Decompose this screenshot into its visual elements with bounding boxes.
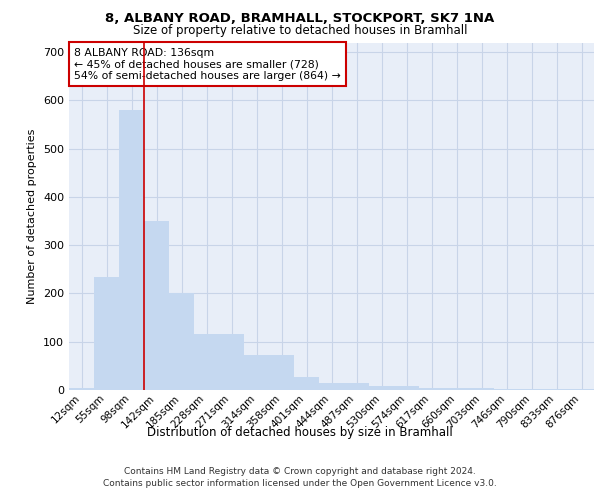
Bar [344, 383, 369, 390]
Text: 8 ALBANY ROAD: 136sqm
← 45% of detached houses are smaller (728)
54% of semi-det: 8 ALBANY ROAD: 136sqm ← 45% of detached … [74, 48, 341, 81]
Text: Size of property relative to detached houses in Bramhall: Size of property relative to detached ho… [133, 24, 467, 37]
Bar [319, 383, 344, 390]
Bar [194, 334, 219, 390]
Bar [169, 292, 194, 390]
Bar [69, 388, 94, 390]
Bar [519, 388, 544, 390]
Bar [94, 277, 119, 390]
Bar [144, 221, 169, 390]
Bar [219, 334, 244, 390]
Text: Distribution of detached houses by size in Bramhall: Distribution of detached houses by size … [147, 426, 453, 439]
Bar [419, 388, 444, 390]
Bar [369, 386, 394, 390]
Bar [269, 355, 294, 390]
Bar [569, 388, 594, 390]
Text: Contains HM Land Registry data © Crown copyright and database right 2024.: Contains HM Land Registry data © Crown c… [124, 467, 476, 476]
Text: Contains public sector information licensed under the Open Government Licence v3: Contains public sector information licen… [103, 478, 497, 488]
Bar [444, 388, 469, 390]
Bar [394, 386, 419, 390]
Bar [244, 355, 269, 390]
Y-axis label: Number of detached properties: Number of detached properties [28, 128, 37, 304]
Bar [494, 388, 519, 390]
Text: 8, ALBANY ROAD, BRAMHALL, STOCKPORT, SK7 1NA: 8, ALBANY ROAD, BRAMHALL, STOCKPORT, SK7… [106, 12, 494, 26]
Bar [294, 377, 319, 390]
Bar [119, 110, 144, 390]
Bar [469, 388, 494, 390]
Bar [544, 388, 569, 390]
